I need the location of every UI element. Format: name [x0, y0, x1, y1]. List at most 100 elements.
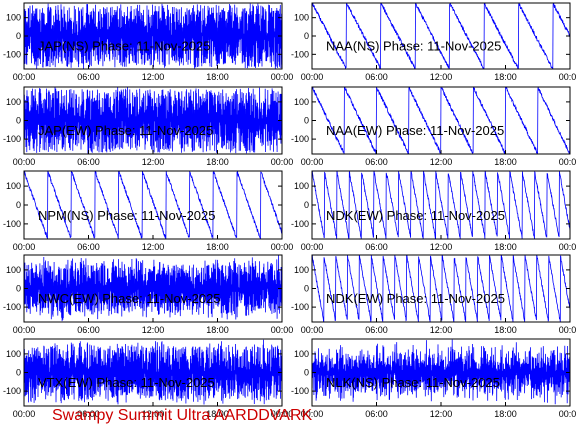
- phase-panel-3: 100 0 -100 00:00 06:00 12:00 18:00 00:00 JAP(EW)…: [3, 86, 294, 167]
- panel-title: JAP(EW) Phase: 11-Nov-2025: [38, 123, 213, 138]
- x-tick-label: 18:00: [206, 325, 229, 335]
- x-tick-label: 00:00: [13, 242, 36, 252]
- x-tick-label: 12:00: [142, 72, 165, 82]
- phase-panel-5: 100 0 -100 00:00 06:00 12:00 18:00 00:00 NPM(NS)…: [3, 170, 294, 252]
- x-tick-label: 00:00: [271, 72, 294, 82]
- y-tick-label: 0: [16, 116, 21, 126]
- phase-panel-9: 100 0 -100 00:00 06:00 12:00 18:00 00:00 VTX(EW)…: [3, 338, 294, 419]
- y-tick-label: -100: [291, 302, 309, 312]
- y-tick-label: -100: [291, 386, 309, 396]
- x-tick-label: 18:00: [494, 409, 517, 419]
- y-tick-label: 100: [294, 13, 309, 23]
- x-tick-label: 00:00: [301, 409, 324, 419]
- phase-panel-10: 100 0 -100 00:00 06:00 12:00 18:00 00:00 NLK(NS)…: [291, 338, 576, 419]
- x-tick-label: 00:00: [301, 325, 324, 335]
- x-tick-label: 12:00: [430, 72, 453, 82]
- x-tick-label: 06:00: [365, 157, 388, 167]
- x-tick-label: 00:00: [271, 325, 294, 335]
- x-tick-label: 06:00: [77, 242, 100, 252]
- phase-trace: [24, 87, 282, 154]
- y-tick-label: 100: [6, 181, 21, 191]
- y-tick-label: -100: [3, 49, 21, 59]
- phase-trace: [312, 255, 570, 322]
- x-tick-label: 18:00: [206, 409, 229, 419]
- x-tick-label: 00:00: [301, 72, 324, 82]
- plot-frame: [311, 2, 571, 70]
- x-tick-label: 06:00: [365, 242, 388, 252]
- x-tick-label: 12:00: [142, 242, 165, 252]
- phase-trace: [312, 339, 570, 405]
- y-tick-label: 0: [304, 200, 309, 210]
- phase-panel-2: 100 0 -100 00:00 06:00 12:00 18:00 00:00 NAA(NS)…: [291, 2, 576, 82]
- y-tick-label: 0: [304, 116, 309, 126]
- panel-title: NAA(NS) Phase: 11-Nov-2025: [326, 39, 501, 54]
- phase-trace: [24, 255, 282, 322]
- y-tick-label: 100: [6, 97, 21, 107]
- y-tick-label: 100: [294, 97, 309, 107]
- phase-trace: [24, 171, 282, 239]
- footer-title: Swampy Summit Ultra AARDDVARK: [52, 407, 313, 424]
- panel-title: NPM(NS) Phase: 11-Nov-2025: [38, 208, 216, 223]
- x-tick-label: 06:00: [77, 409, 100, 419]
- phase-panel-8: 100 0 -100 00:00 06:00 12:00 18:00 00:00 NDK(EW)…: [291, 254, 576, 335]
- y-tick-label: 100: [294, 349, 309, 359]
- x-tick-label: 00:00: [301, 242, 324, 252]
- panel-title: JAP(NS) Phase: 11-Nov-2025: [38, 39, 210, 54]
- phase-trace: [24, 3, 282, 69]
- x-tick-label: 00:00: [13, 409, 36, 419]
- x-tick-label: 00:00: [271, 157, 294, 167]
- panel-title: NWC(EW) Phase: 11-Nov-2025: [38, 291, 221, 306]
- panel-title: NDK(EW) Phase: 11-Nov-2025: [326, 208, 505, 223]
- x-tick-label: 06:00: [77, 72, 100, 82]
- y-tick-label: 0: [16, 31, 21, 41]
- x-tick-label: 18:00: [494, 242, 517, 252]
- x-tick-label: 12:00: [142, 325, 165, 335]
- panel-title: NDK(EW) Phase: 11-Nov-2025: [326, 291, 505, 306]
- x-tick-label: 00:00: [13, 72, 36, 82]
- y-tick-label: 100: [294, 265, 309, 275]
- x-tick-label: 12:00: [430, 409, 453, 419]
- x-tick-label: 18:00: [206, 72, 229, 82]
- y-tick-label: 0: [304, 284, 309, 294]
- y-tick-label: 0: [304, 31, 309, 41]
- x-tick-label: 18:00: [206, 157, 229, 167]
- plot-frame: [311, 254, 571, 323]
- y-tick-label: 0: [16, 200, 21, 210]
- y-tick-label: -100: [3, 302, 21, 312]
- panel-title: VTX(EW) Phase: 11-Nov-2025: [38, 375, 215, 390]
- x-tick-label: 00:00: [559, 157, 576, 167]
- x-tick-label: 00:00: [559, 242, 576, 252]
- x-tick-label: 06:00: [77, 157, 100, 167]
- y-tick-label: -100: [3, 386, 21, 396]
- x-tick-label: 06:00: [365, 409, 388, 419]
- phase-panel-7: 100 0 -100 00:00 06:00 12:00 18:00 00:00 NWC(EW)…: [3, 254, 294, 335]
- phase-trace: [312, 171, 570, 239]
- phase-panel-4: 100 0 -100 00:00 06:00 12:00 18:00 00:00 NAA(EW)…: [291, 86, 576, 167]
- x-tick-label: 06:00: [365, 325, 388, 335]
- y-tick-label: 100: [6, 265, 21, 275]
- x-tick-label: 06:00: [365, 72, 388, 82]
- x-tick-label: 00:00: [301, 157, 324, 167]
- x-tick-label: 00:00: [271, 242, 294, 252]
- y-tick-label: 0: [304, 368, 309, 378]
- x-tick-label: 12:00: [142, 409, 165, 419]
- phase-trace: [24, 339, 282, 405]
- y-tick-label: 0: [16, 368, 21, 378]
- x-tick-label: 00:00: [13, 325, 36, 335]
- x-tick-label: 12:00: [430, 157, 453, 167]
- x-tick-label: 00:00: [271, 409, 294, 419]
- y-tick-label: -100: [3, 219, 21, 229]
- x-tick-label: 18:00: [494, 72, 517, 82]
- panel-title: NLK(NS) Phase: 11-Nov-2025: [326, 375, 500, 390]
- y-tick-label: -100: [291, 219, 309, 229]
- y-tick-label: -100: [291, 134, 309, 144]
- x-tick-label: 12:00: [430, 325, 453, 335]
- panel-title: NAA(EW) Phase: 11-Nov-2025: [326, 123, 504, 138]
- y-tick-label: 100: [6, 13, 21, 23]
- x-tick-label: 12:00: [430, 242, 453, 252]
- x-tick-label: 00:00: [559, 409, 576, 419]
- y-tick-label: 100: [6, 349, 21, 359]
- phase-trace: [312, 87, 570, 154]
- y-tick-label: -100: [3, 134, 21, 144]
